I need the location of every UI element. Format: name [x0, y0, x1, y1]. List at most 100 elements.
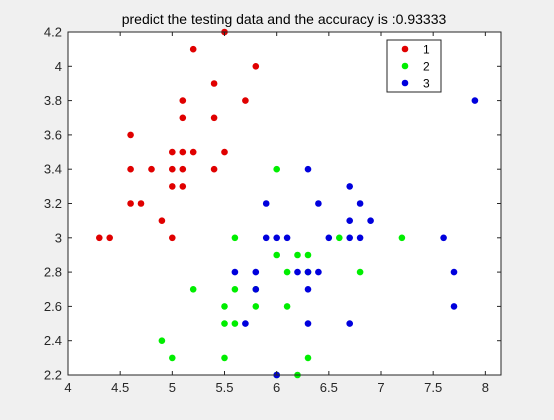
- data-point: [346, 234, 354, 242]
- data-point: [179, 183, 187, 190]
- data-point: [210, 80, 218, 87]
- data-point: [179, 97, 187, 104]
- y-tick-label: 3.4: [44, 162, 62, 177]
- y-tick-label: 2.6: [44, 299, 62, 314]
- y-tick-label: 3.6: [44, 127, 62, 142]
- data-point: [231, 286, 239, 293]
- chart-title: predict the testing data and the accurac…: [122, 11, 447, 27]
- legend: 1 2 3: [386, 39, 442, 93]
- data-point: [169, 354, 176, 362]
- data-point: [169, 183, 176, 190]
- data-point: [346, 320, 354, 327]
- y-tick-label: 4: [55, 59, 62, 74]
- legend-marker: [401, 62, 409, 70]
- legend-label: 2: [423, 60, 430, 74]
- data-point: [398, 234, 406, 242]
- data-point: [179, 165, 187, 173]
- y-tick-label: 2.8: [44, 265, 62, 280]
- data-point: [356, 234, 364, 242]
- data-point: [304, 165, 312, 173]
- data-point: [179, 148, 187, 156]
- data-point: [106, 234, 113, 242]
- data-point: [137, 200, 145, 207]
- data-point: [273, 234, 281, 242]
- data-point: [304, 268, 312, 276]
- y-tick-label: 3.2: [44, 196, 62, 211]
- data-point: [294, 251, 301, 259]
- axes-layer: 4 4.5 5 5.5 6 6.5 7 7.5 8 2.2 2.4 2.6 2.8 3 3.2 3.4 3.6 3…: [44, 25, 502, 395]
- data-point: [304, 286, 312, 293]
- data-point: [210, 165, 218, 173]
- data-point: [273, 165, 281, 173]
- y-tick-label: 4.2: [44, 25, 62, 40]
- data-point: [127, 165, 134, 173]
- data-point: [169, 165, 176, 173]
- x-tick-label: 5.5: [215, 380, 233, 395]
- data-point: [96, 234, 103, 242]
- data-point: [367, 217, 374, 224]
- x-tick-label: 8: [482, 380, 489, 395]
- data-point: [169, 148, 176, 156]
- legend-marker: [401, 45, 409, 53]
- data-point: [471, 97, 479, 104]
- data-point: [158, 217, 166, 224]
- data-point: [242, 320, 249, 327]
- data-point: [273, 251, 281, 259]
- data-point: [221, 320, 228, 327]
- data-point: [148, 165, 155, 173]
- data-point: [356, 200, 364, 207]
- data-point: [179, 114, 187, 122]
- data-point: [231, 268, 239, 276]
- data-point: [450, 268, 458, 276]
- data-point: [262, 234, 270, 242]
- data-point: [221, 303, 228, 310]
- x-tick-label: 6: [273, 380, 280, 395]
- data-point: [169, 234, 176, 242]
- data-point: [127, 200, 134, 207]
- data-point: [304, 354, 312, 362]
- data-point: [315, 200, 322, 207]
- data-point: [283, 303, 291, 310]
- points-layer: [96, 28, 479, 379]
- x-tick-label: 4: [64, 380, 71, 395]
- data-point: [304, 251, 312, 259]
- data-point: [127, 131, 134, 139]
- data-point: [450, 303, 458, 310]
- data-point: [440, 234, 447, 242]
- data-point: [189, 45, 197, 53]
- data-point: [325, 234, 333, 242]
- data-point: [158, 337, 166, 345]
- legend-label: 1: [423, 43, 430, 57]
- data-point: [283, 234, 291, 242]
- x-tick-label: 5: [169, 380, 176, 395]
- y-tick-label: 3.8: [44, 93, 62, 108]
- x-tick-label: 4.5: [111, 380, 129, 395]
- data-point: [315, 268, 322, 276]
- x-tick-label: 7.5: [424, 380, 442, 395]
- data-point: [252, 63, 260, 70]
- legend-marker: [401, 79, 409, 87]
- legend-box: [386, 39, 442, 93]
- data-point: [189, 286, 197, 293]
- data-point: [346, 217, 354, 224]
- data-point: [252, 286, 260, 293]
- data-point: [346, 183, 354, 190]
- data-point: [294, 268, 301, 276]
- data-point: [304, 320, 312, 327]
- x-tick-label: 7: [377, 380, 384, 395]
- data-point: [252, 303, 260, 310]
- data-point: [231, 320, 239, 327]
- x-tick-label: 6.5: [320, 380, 338, 395]
- data-point: [356, 268, 364, 276]
- data-point: [231, 234, 239, 242]
- data-point: [252, 268, 260, 276]
- data-point: [336, 234, 343, 242]
- y-tick-label: 2.4: [44, 333, 62, 348]
- data-point: [242, 97, 249, 104]
- y-tick-label: 2.2: [44, 368, 62, 383]
- data-point: [221, 148, 228, 156]
- legend-label: 3: [423, 77, 430, 91]
- data-point: [189, 148, 197, 156]
- data-point: [283, 268, 291, 276]
